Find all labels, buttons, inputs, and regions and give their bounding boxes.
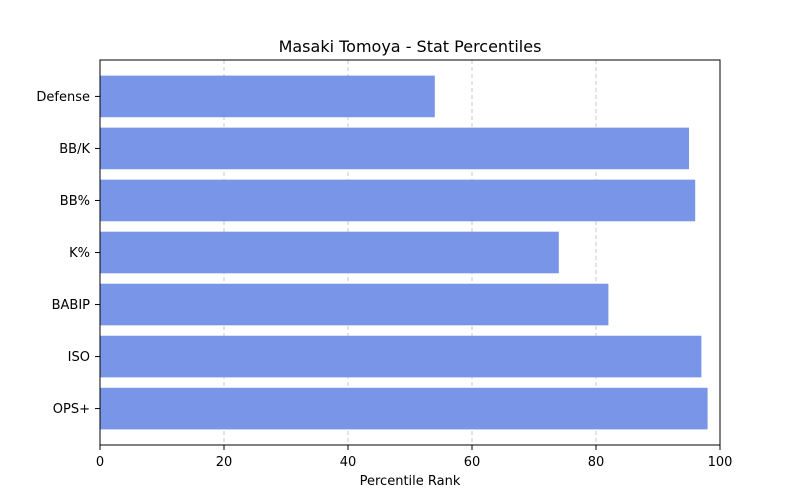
bars (100, 75, 708, 430)
y-axis-ticks: OPS+ ISO BABIP K% BB% BB/K Defense (36, 90, 100, 417)
bar-babip (100, 283, 609, 326)
x-tick-label: 80 (588, 455, 605, 470)
x-tick-label: 100 (708, 455, 733, 470)
bar-bb-k (100, 127, 689, 170)
bar-bb- (100, 179, 696, 222)
bar-iso (100, 335, 702, 378)
x-tick-label: 60 (464, 455, 481, 470)
y-tick-label: Defense (36, 90, 90, 105)
y-tick-label: OPS+ (53, 402, 90, 417)
bar-defense (100, 75, 435, 118)
x-axis-ticks: 0 20 40 60 80 100 (96, 445, 733, 470)
x-tick-label: 40 (340, 455, 357, 470)
x-tick-label: 0 (96, 455, 104, 470)
bar-ops- (100, 387, 708, 430)
x-axis-label: Percentile Rank (360, 474, 461, 489)
y-tick-label: BABIP (52, 298, 91, 313)
chart-title: Masaki Tomoya - Stat Percentiles (279, 37, 542, 56)
y-tick-label: ISO (68, 350, 90, 365)
bar-k- (100, 231, 559, 274)
y-tick-label: BB% (60, 194, 90, 209)
y-tick-label: BB/K (59, 142, 90, 157)
x-tick-label: 20 (216, 455, 233, 470)
y-tick-label: K% (69, 246, 90, 261)
